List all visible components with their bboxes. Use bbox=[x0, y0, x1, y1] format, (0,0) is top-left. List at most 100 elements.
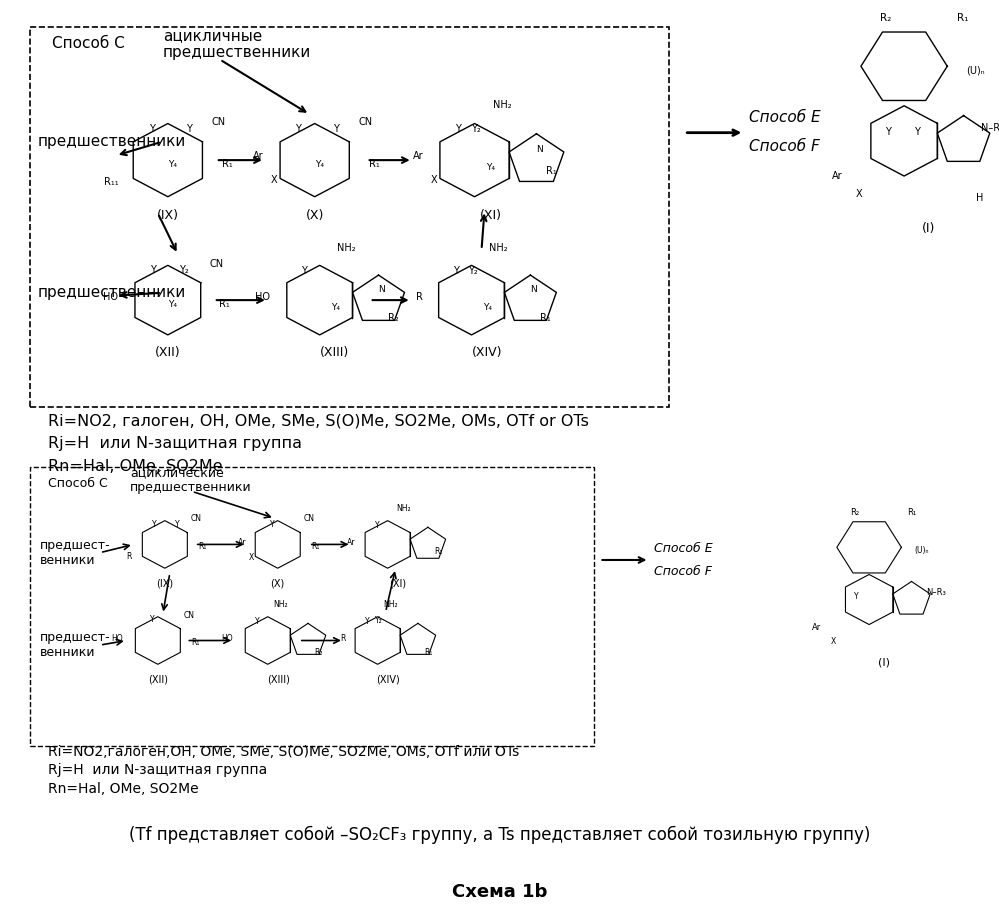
Text: R: R bbox=[126, 552, 131, 561]
Text: X: X bbox=[271, 176, 278, 185]
Text: X: X bbox=[249, 553, 255, 562]
Text: (XIV): (XIV) bbox=[377, 674, 400, 684]
Text: Y: Y bbox=[296, 124, 302, 134]
Text: Y: Y bbox=[914, 127, 919, 137]
Text: NH₂: NH₂ bbox=[337, 243, 356, 253]
Text: (U)ₙ: (U)ₙ bbox=[915, 546, 929, 555]
Text: R₁: R₁ bbox=[222, 159, 233, 168]
Text: CN: CN bbox=[212, 117, 226, 126]
Text: Y₄: Y₄ bbox=[168, 300, 177, 308]
Text: Rj=H  или N-защитная группа: Rj=H или N-защитная группа bbox=[48, 436, 302, 451]
Text: R₁: R₁ bbox=[199, 543, 207, 552]
Text: R₁: R₁ bbox=[539, 313, 550, 322]
Text: предшест-
венники: предшест- венники bbox=[40, 631, 111, 659]
Text: Y₂: Y₂ bbox=[375, 616, 383, 625]
Text: Y₂: Y₂ bbox=[179, 264, 189, 274]
Text: Y: Y bbox=[152, 520, 157, 529]
Text: ациклические
предшественники: ациклические предшественники bbox=[130, 467, 252, 494]
Text: (XIII): (XIII) bbox=[267, 674, 290, 684]
Text: Ar: Ar bbox=[413, 152, 424, 161]
Text: Способ F: Способ F bbox=[749, 139, 820, 154]
Text: N–R₃: N–R₃ bbox=[981, 123, 999, 133]
Text: Ar: Ar bbox=[812, 623, 821, 632]
Text: CN: CN bbox=[210, 259, 224, 269]
Text: HO: HO bbox=[255, 292, 270, 302]
Text: Y: Y bbox=[301, 265, 307, 275]
Bar bbox=[30, 467, 594, 746]
Text: R₁: R₁ bbox=[192, 639, 200, 648]
Text: Rj=H  или N-защитная группа: Rj=H или N-защитная группа bbox=[48, 763, 267, 778]
Text: NH₂: NH₂ bbox=[494, 101, 511, 110]
Text: HO: HO bbox=[221, 633, 233, 642]
Text: Y₄: Y₄ bbox=[315, 160, 324, 169]
Text: Y₄: Y₄ bbox=[483, 303, 492, 312]
Text: Y: Y bbox=[150, 265, 156, 275]
Text: Способ C: Способ C bbox=[52, 37, 125, 51]
Text: CN: CN bbox=[304, 513, 315, 522]
Text: CN: CN bbox=[359, 117, 373, 126]
Text: (I): (I) bbox=[878, 657, 890, 667]
Text: Y: Y bbox=[270, 520, 275, 529]
Text: X: X bbox=[831, 637, 836, 646]
Text: NH₂: NH₂ bbox=[274, 600, 288, 609]
Text: Ri=NO2,галоген,OH, OMe, SMe, S(O)Me, SO2Me, OMs, OTf или OTs: Ri=NO2,галоген,OH, OMe, SMe, S(O)Me, SO2… bbox=[48, 745, 519, 759]
Text: Y: Y bbox=[333, 124, 339, 134]
Text: Rn=Hal, OMe, SO2Me: Rn=Hal, OMe, SO2Me bbox=[48, 781, 199, 796]
Text: Y: Y bbox=[453, 265, 459, 275]
Text: (X): (X) bbox=[271, 578, 285, 588]
Text: Y₂: Y₂ bbox=[468, 265, 478, 275]
Text: Способ E: Способ E bbox=[749, 110, 821, 124]
Text: HO: HO bbox=[103, 292, 118, 302]
Text: R: R bbox=[417, 292, 424, 302]
Text: предшественники: предшественники bbox=[38, 135, 186, 149]
Text: R₂: R₂ bbox=[880, 13, 891, 23]
Text: R₂: R₂ bbox=[315, 648, 323, 657]
Text: ацикличные
предшественники: ацикличные предшественники bbox=[163, 27, 311, 60]
Text: H: H bbox=[976, 193, 983, 203]
Text: HO: HO bbox=[111, 633, 123, 642]
Text: Y: Y bbox=[255, 617, 260, 626]
Text: Y: Y bbox=[175, 520, 180, 529]
Text: Ar: Ar bbox=[238, 537, 246, 546]
Text: N–R₃: N–R₃ bbox=[926, 588, 946, 597]
Bar bbox=[30, 27, 669, 407]
Text: R₂: R₂ bbox=[388, 313, 399, 322]
Text: Ri=NO2, галоген, OH, OMe, SMe, S(O)Me, SO2Me, OMs, OTf or OTs: Ri=NO2, галоген, OH, OMe, SMe, S(O)Me, S… bbox=[48, 414, 588, 428]
Text: N: N bbox=[379, 285, 386, 295]
Text: N: N bbox=[536, 145, 543, 154]
Text: Y₄: Y₄ bbox=[168, 160, 177, 169]
Text: Y: Y bbox=[375, 521, 380, 530]
Text: CN: CN bbox=[184, 611, 195, 620]
Text: Y₄: Y₄ bbox=[331, 303, 340, 312]
Text: (XIV): (XIV) bbox=[472, 346, 501, 359]
Text: R₁: R₁ bbox=[957, 13, 968, 23]
Text: (XIII): (XIII) bbox=[321, 346, 350, 359]
Text: X: X bbox=[431, 176, 438, 185]
Text: R₁: R₁ bbox=[219, 298, 230, 308]
Text: R₁: R₁ bbox=[546, 167, 557, 176]
Text: R₁₁: R₁₁ bbox=[104, 178, 119, 187]
Text: Y: Y bbox=[149, 124, 155, 134]
Text: R₁: R₁ bbox=[425, 648, 433, 657]
Text: NH₂: NH₂ bbox=[489, 243, 507, 253]
Text: Y₂: Y₂ bbox=[471, 124, 481, 134]
Text: (U)ₙ: (U)ₙ bbox=[966, 66, 985, 76]
Text: (XII): (XII) bbox=[148, 674, 168, 684]
Text: Ar: Ar bbox=[832, 171, 843, 181]
Text: (XII): (XII) bbox=[155, 346, 181, 359]
Text: R₁: R₁ bbox=[369, 159, 380, 168]
Text: R₂: R₂ bbox=[850, 508, 859, 517]
Text: CN: CN bbox=[191, 513, 202, 522]
Text: (IX): (IX) bbox=[156, 578, 174, 588]
Text: R: R bbox=[340, 633, 346, 642]
Text: Y: Y bbox=[854, 591, 858, 600]
Text: Способ C: Способ C bbox=[48, 477, 108, 490]
Text: (X): (X) bbox=[306, 209, 324, 221]
Text: R₁: R₁ bbox=[435, 547, 443, 556]
Text: (IX): (IX) bbox=[157, 209, 179, 221]
Text: (Tf представляет собой –SO₂CF₃ группу, а Ts представляет собой тозильную группу): (Tf представляет собой –SO₂CF₃ группу, а… bbox=[129, 825, 870, 844]
Text: Y: Y bbox=[455, 124, 461, 134]
Text: NH₂: NH₂ bbox=[384, 600, 398, 609]
Text: (I): (I) bbox=[921, 222, 935, 235]
Text: предшественники: предшественники bbox=[38, 285, 186, 300]
